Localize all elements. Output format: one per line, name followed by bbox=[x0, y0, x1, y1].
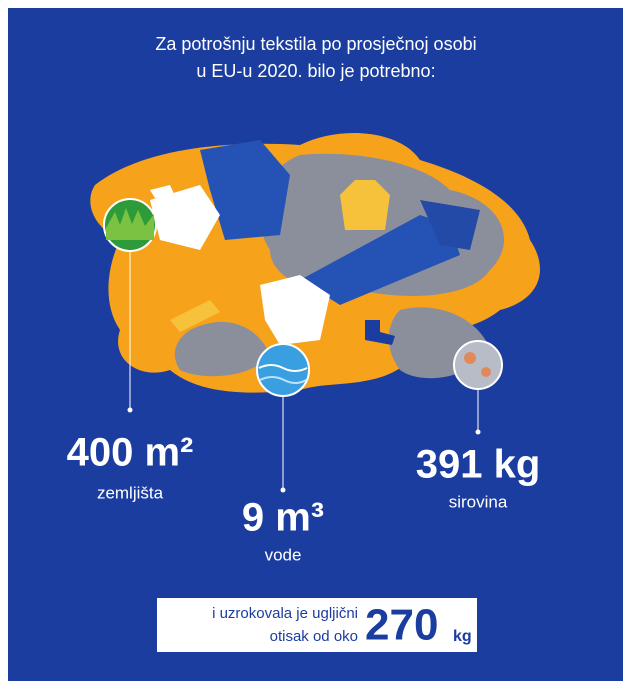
infographic: Za potrošnju tekstila po prosječnoj osob… bbox=[0, 0, 631, 689]
page: Za potrošnju tekstila po prosječnoj osob… bbox=[0, 0, 631, 689]
stat-value: 9 m³ bbox=[242, 496, 324, 540]
material-icon-dot bbox=[464, 352, 476, 364]
stat-label: sirovina bbox=[449, 492, 508, 511]
stat-label: vode bbox=[265, 545, 302, 564]
title-line: Za potrošnju tekstila po prosječnoj osob… bbox=[155, 34, 476, 54]
pointer-dot bbox=[128, 408, 133, 413]
material-icon bbox=[454, 341, 502, 389]
footer-text: otisak od oko bbox=[270, 628, 358, 645]
stat-value: 400 m² bbox=[67, 431, 194, 475]
footer-unit: kg bbox=[453, 628, 472, 645]
stat-value: 391 kg bbox=[416, 443, 541, 487]
pointer-dot bbox=[476, 430, 481, 435]
title-line: u EU-u 2020. bilo je potrebno: bbox=[196, 61, 435, 81]
top bbox=[340, 180, 390, 230]
material-icon-dot bbox=[481, 367, 491, 377]
footer-text: i uzrokovala je ugljični bbox=[212, 605, 358, 622]
footer-value: 270 bbox=[365, 601, 438, 650]
stat-label: zemljišta bbox=[97, 483, 164, 502]
pointer-dot bbox=[281, 488, 286, 493]
